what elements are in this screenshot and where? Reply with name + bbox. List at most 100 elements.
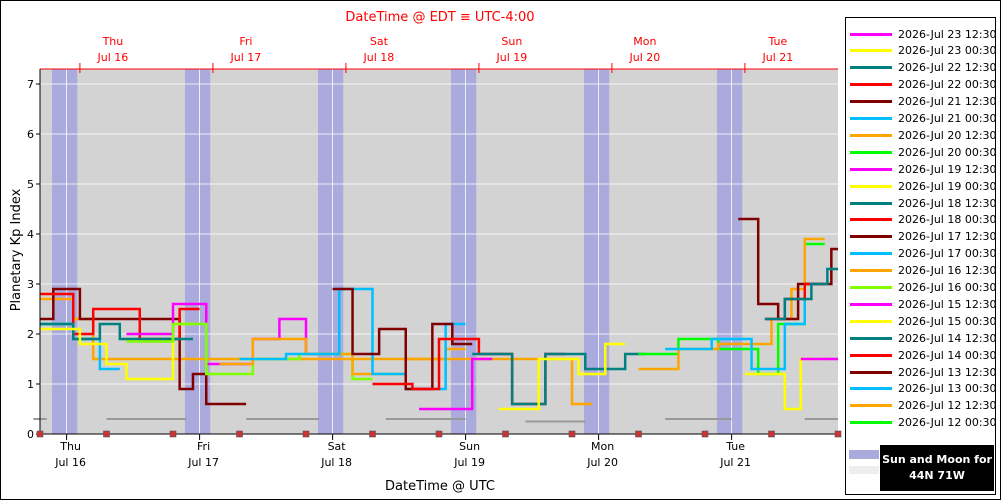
baseline-marker	[302, 430, 310, 438]
legend-swatch	[850, 49, 892, 53]
legend-swatch	[850, 83, 892, 87]
series-line	[665, 282, 825, 371]
legend-entry: 2026-Jul 21 00:30	[850, 111, 997, 127]
baseline-marker	[568, 430, 576, 438]
bottom-tick-day: Sat	[328, 440, 347, 453]
baseline-marker	[236, 430, 243, 438]
legend-entry: 2026-Jul 20 00:30	[850, 144, 997, 160]
legend-entry: 2026-Jul 21 12:30	[850, 94, 997, 110]
legend-label: 2026-Jul 19 12:30	[898, 162, 997, 176]
top-tick-day: Fri	[239, 35, 252, 48]
baseline-marker	[834, 430, 842, 438]
baseline-marker	[635, 430, 642, 438]
legend-swatch	[850, 32, 892, 36]
series-line	[738, 217, 838, 321]
legend-label: 2026-Jul 12 12:30	[898, 399, 997, 413]
legend-entry: 2026-Jul 17 00:30	[850, 246, 997, 262]
legend-swatch	[850, 252, 892, 256]
legend-entry: 2026-Jul 20 12:30	[850, 127, 997, 143]
legend-swatch	[850, 353, 892, 357]
y-axis-label: Planetary Kp Index	[9, 188, 24, 311]
sun-legend-swatch	[849, 450, 879, 459]
legend-swatch	[850, 150, 892, 154]
legend-entry: 2026-Jul 19 00:30	[850, 178, 997, 194]
legend-entry: 2026-Jul 15 00:30	[850, 313, 997, 329]
legend-label: 2026-Jul 15 12:30	[898, 297, 997, 311]
legend-swatch	[850, 370, 892, 374]
legend-label: 2026-Jul 20 12:30	[898, 128, 997, 142]
series-line	[638, 237, 825, 371]
top-tick-date: Jul 16	[97, 51, 129, 64]
legend-swatch	[850, 319, 892, 323]
bottom-tick-day: Sun	[459, 440, 480, 453]
y-tick-label: 3	[27, 278, 34, 291]
top-tick-date: Jul 19	[496, 51, 528, 64]
y-tick-label: 7	[27, 78, 34, 91]
series-line	[498, 342, 626, 411]
baseline-marker	[701, 430, 709, 438]
legend-label: 2026-Jul 21 12:30	[898, 95, 997, 109]
series-line	[40, 287, 247, 406]
bottom-tick-day: Tue	[725, 440, 745, 453]
legend-label: 2026-Jul 19 00:30	[898, 179, 997, 193]
y-tick-label: 4	[27, 228, 34, 241]
legend-label: 2026-Jul 18 00:30	[898, 213, 997, 227]
legend-label: 2026-Jul 16 12:30	[898, 264, 997, 278]
legend-entry: 2026-Jul 15 12:30	[850, 296, 997, 312]
legend-entry: 2026-Jul 14 12:30	[850, 330, 997, 346]
legend-swatch	[850, 66, 892, 70]
legend-label: 2026-Jul 22 00:30	[898, 78, 997, 92]
legend-label: 2026-Jul 23 12:30	[898, 27, 997, 41]
night-band	[51, 69, 78, 434]
bottom-tick-date: Jul 16	[54, 456, 86, 469]
top-tick-day: Sat	[370, 35, 389, 48]
legend-entry: 2026-Jul 13 00:30	[850, 381, 997, 397]
top-tick-day: Thu	[102, 35, 124, 48]
bottom-tick-day: Thu	[59, 440, 81, 453]
sun-moon-label: Sun and Moon for	[882, 453, 992, 466]
bottom-tick-day: Fri	[197, 440, 210, 453]
legend-label: 2026-Jul 15 00:30	[898, 314, 997, 328]
legend-label: 2026-Jul 23 00:30	[898, 44, 997, 58]
legend-entry: 2026-Jul 16 00:30	[850, 280, 997, 296]
baseline-marker	[369, 430, 376, 438]
legend-swatch	[850, 133, 892, 137]
bottom-tick-date: Jul 21	[719, 456, 751, 469]
bottom-tick-date: Jul 20	[586, 456, 618, 469]
moon-legend-swatch	[849, 466, 879, 474]
legend-label: 2026-Jul 20 00:30	[898, 145, 997, 159]
legend-label: 2026-Jul 12 00:30	[898, 416, 997, 430]
legend-entry: 2026-Jul 16 12:30	[850, 263, 997, 279]
baseline-marker	[36, 430, 44, 438]
legend-entry: 2026-Jul 13 12:30	[850, 364, 997, 380]
series-line	[239, 287, 466, 391]
y-tick-label: 0	[27, 428, 34, 441]
legend-entry: 2026-Jul 19 12:30	[850, 161, 997, 177]
legend-swatch	[850, 235, 892, 239]
legend-swatch	[850, 302, 892, 306]
legend-swatch	[850, 184, 892, 188]
legend-swatch	[850, 286, 892, 289]
legend-label: 2026-Jul 16 00:30	[898, 281, 997, 294]
legend-entry: 2026-Jul 14 00:30	[850, 347, 997, 363]
bottom-tick-date: Jul 17	[187, 456, 219, 469]
top-axis-title: DateTime @ EDT ≡ UTC-4:00	[345, 10, 534, 25]
y-tick-label: 1	[27, 378, 34, 391]
baseline-marker	[103, 430, 110, 438]
series-line	[332, 287, 473, 391]
y-tick-label: 5	[27, 178, 34, 191]
legend-swatch	[850, 100, 892, 104]
legend-swatch	[850, 218, 892, 222]
legend-entry: 2026-Jul 18 00:30	[850, 212, 997, 228]
y-tick-label: 2	[27, 328, 34, 341]
top-tick-date: Jul 21	[762, 51, 794, 64]
bottom-tick-date: Jul 19	[453, 456, 485, 469]
location-label: 44N 71W	[909, 469, 965, 482]
legend-entry: 2026-Jul 17 12:30	[850, 229, 997, 245]
legend-entry: 2026-Jul 12 00:30	[850, 415, 997, 431]
legend-label: 2026-Jul 17 00:30	[898, 247, 997, 261]
kp-chart: DateTime @ EDT ≡ UTC-4:00 DateTime @ UTC…	[9, 10, 842, 494]
legend-label: 2026-Jul 17 12:30	[898, 230, 997, 244]
legend-entry: 2026-Jul 23 00:30	[850, 43, 997, 59]
legend-swatch	[850, 117, 892, 120]
